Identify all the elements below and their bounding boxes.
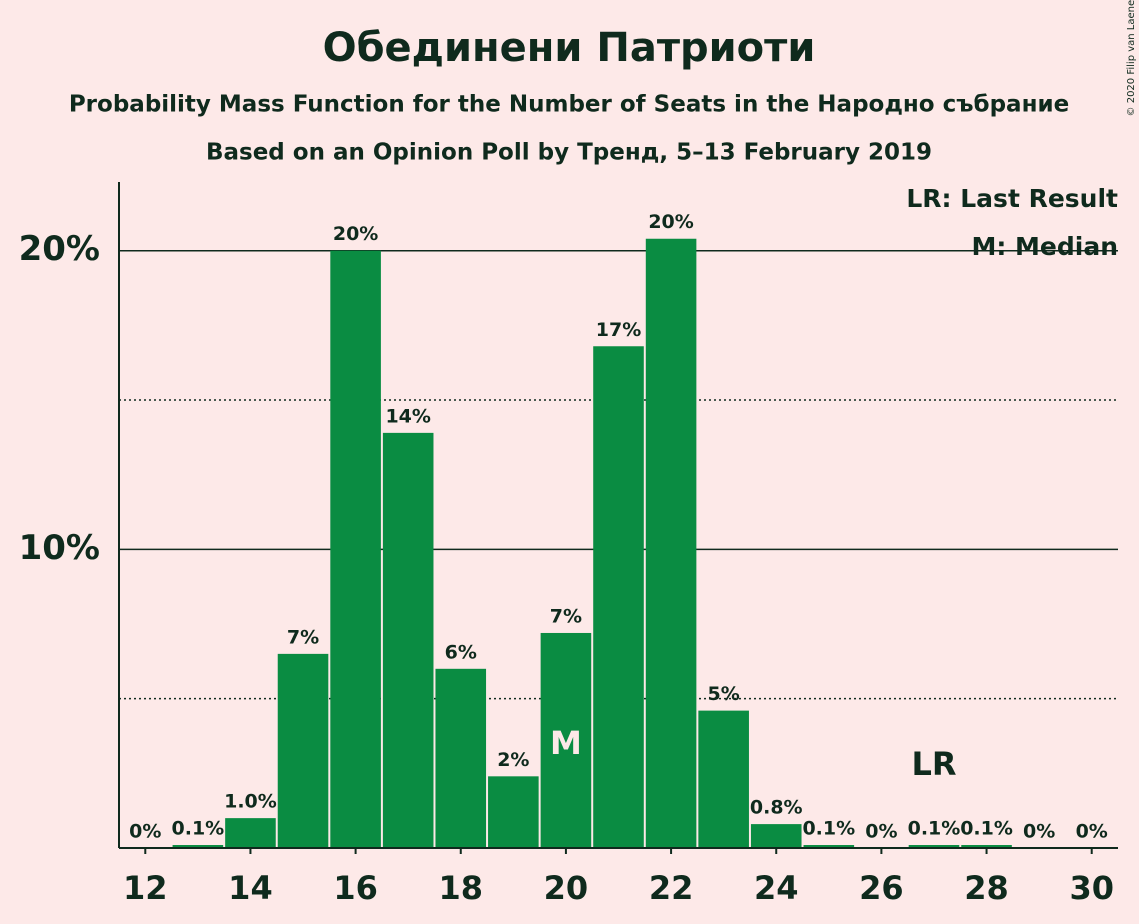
value-label: 0.1% xyxy=(802,818,855,840)
value-label: 0.1% xyxy=(908,818,961,840)
bar xyxy=(330,250,381,849)
bar xyxy=(593,346,644,848)
value-label: 7% xyxy=(287,626,319,648)
bar xyxy=(488,776,539,848)
value-label: 0% xyxy=(129,821,161,843)
legend-entry: LR: Last Result xyxy=(906,184,1118,213)
y-tick-label: 20% xyxy=(19,229,100,269)
value-label: 0.8% xyxy=(750,797,803,819)
x-tick-label: 20 xyxy=(544,869,589,907)
value-label: 0% xyxy=(1023,821,1055,843)
chart-subtitle: Probability Mass Function for the Number… xyxy=(69,92,1069,118)
y-tick-label: 10% xyxy=(19,528,100,568)
value-label: 17% xyxy=(596,319,641,341)
copyright: © 2020 Filip van Laenen xyxy=(1126,0,1137,116)
value-label: 20% xyxy=(333,223,378,245)
value-label: 1.0% xyxy=(224,791,277,813)
value-label: 5% xyxy=(708,683,740,705)
value-label: 6% xyxy=(445,641,477,663)
chart-subtitle: Based on an Opinion Poll by Тренд, 5–13 … xyxy=(206,140,932,166)
bar xyxy=(172,845,224,848)
bar xyxy=(435,668,487,848)
bar xyxy=(908,845,960,848)
legend-entry: M: Median xyxy=(971,232,1118,261)
chart-title: Обединени Патриоти xyxy=(323,25,816,71)
value-label: 20% xyxy=(648,211,693,233)
x-tick-label: 16 xyxy=(333,869,378,907)
bar xyxy=(803,845,855,848)
value-label: 0.1% xyxy=(960,818,1013,840)
last-result-marker: LR xyxy=(911,745,956,783)
bar xyxy=(961,845,1012,848)
bar xyxy=(382,432,434,848)
x-tick-label: 24 xyxy=(754,869,799,907)
x-tick-label: 12 xyxy=(123,869,168,907)
value-label: 0% xyxy=(1076,821,1108,843)
value-label: 0% xyxy=(865,821,897,843)
x-tick-label: 26 xyxy=(859,869,904,907)
x-tick-label: 18 xyxy=(438,869,483,907)
value-label: 14% xyxy=(385,405,430,427)
bar xyxy=(540,632,592,848)
bar xyxy=(645,238,697,849)
bar xyxy=(698,710,749,848)
value-label: 2% xyxy=(497,749,529,771)
value-label: 0.1% xyxy=(172,818,225,840)
value-label: 7% xyxy=(550,605,582,627)
x-tick-label: 22 xyxy=(649,869,694,907)
x-tick-label: 28 xyxy=(964,869,1009,907)
median-marker: M xyxy=(550,724,582,762)
bar xyxy=(750,824,802,848)
x-tick-label: 14 xyxy=(228,869,273,907)
bar xyxy=(277,653,329,848)
bar xyxy=(225,818,276,848)
x-tick-label: 30 xyxy=(1069,869,1114,907)
